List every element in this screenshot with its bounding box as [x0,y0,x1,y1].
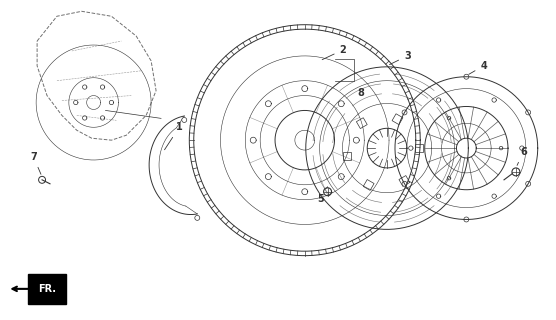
Circle shape [195,215,200,220]
Text: FR.: FR. [38,284,56,294]
Text: 8: 8 [358,88,365,98]
Circle shape [38,176,46,183]
Bar [392,114,403,124]
Bar [356,118,367,129]
Text: 4: 4 [469,61,487,74]
Circle shape [402,110,407,115]
Text: 5: 5 [317,187,327,204]
Circle shape [324,188,331,196]
Circle shape [512,168,520,176]
Bar [399,176,410,187]
Text: 6: 6 [517,147,527,165]
Bar [344,152,351,160]
Circle shape [182,117,187,123]
Text: 1: 1 [165,122,182,150]
Circle shape [464,74,469,79]
Text: 3: 3 [390,51,411,65]
Circle shape [525,181,530,186]
Bar [415,144,423,152]
Circle shape [525,110,530,115]
Circle shape [402,181,407,186]
Text: 7: 7 [30,152,41,174]
Text: 2: 2 [322,45,346,60]
Bar [363,180,374,190]
Circle shape [464,217,469,222]
